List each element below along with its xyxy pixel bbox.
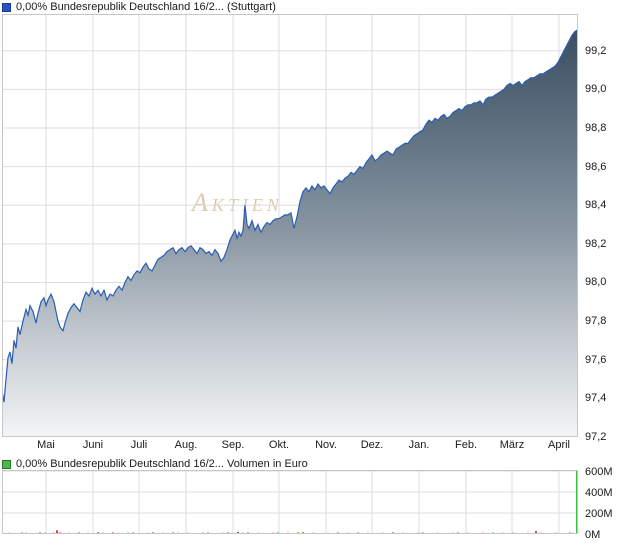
price-y-tick-label: 98,4 bbox=[585, 199, 607, 212]
volume-series-marker-icon bbox=[2, 459, 11, 469]
price-x-tick-label: März bbox=[499, 439, 525, 451]
volume-legend-label: 0,00% Bundesrepublik Deutschland 16/2...… bbox=[16, 458, 308, 470]
price-x-tick-label: Sep. bbox=[221, 439, 245, 451]
volume-y-tick-label: 400M bbox=[585, 487, 613, 500]
price-y-tick-label: 97,6 bbox=[585, 353, 607, 366]
price-x-tick-label: Dez. bbox=[360, 439, 384, 451]
price-y-tick-label: 98,8 bbox=[585, 121, 607, 134]
price-y-tick-label: 97,8 bbox=[585, 315, 607, 328]
price-x-tick-label: April bbox=[547, 439, 571, 451]
price-legend: 0,00% Bundesrepublik Deutschland 16/2...… bbox=[2, 1, 276, 13]
price-y-tick-label: 98,0 bbox=[585, 276, 607, 289]
price-x-tick-label: Mai bbox=[37, 439, 55, 451]
volume-plot bbox=[2, 470, 578, 534]
price-legend-label: 0,00% Bundesrepublik Deutschland 16/2...… bbox=[16, 1, 276, 13]
volume-legend: 0,00% Bundesrepublik Deutschland 16/2...… bbox=[2, 458, 308, 470]
price-y-tick-label: 99,2 bbox=[585, 44, 607, 57]
volume-chart-svg bbox=[2, 470, 578, 534]
volume-y-tick-label: 600M bbox=[585, 466, 613, 479]
price-y-tick-label: 99,0 bbox=[585, 83, 607, 96]
price-x-tick-label: Nov. bbox=[315, 439, 337, 451]
volume-y-tick-label: 200M bbox=[585, 508, 613, 521]
price-y-tick-label: 97,2 bbox=[585, 431, 607, 443]
price-chart-svg bbox=[2, 14, 578, 437]
watermark: Aktien bbox=[192, 188, 283, 217]
price-x-tick-label: Jan. bbox=[408, 439, 430, 451]
price-x-tick-label: Okt. bbox=[268, 439, 290, 451]
price-x-tick-label: Feb. bbox=[454, 439, 478, 451]
volume-y-tick-label: 0M bbox=[585, 529, 601, 541]
price-y-tick-label: 98,6 bbox=[585, 160, 607, 173]
price-y-tick-label: 98,2 bbox=[585, 237, 607, 250]
price-series-marker-icon bbox=[2, 2, 11, 12]
price-x-tick-label: Juni bbox=[82, 439, 104, 451]
price-plot: Aktien bbox=[2, 14, 578, 437]
price-x-tick-label: Juli bbox=[130, 439, 148, 451]
price-y-tick-label: 97,4 bbox=[585, 392, 607, 405]
price-x-axis: Mai Juni Juli Aug. Sep. Okt. Nov. Dez. Jan. Feb. M… bbox=[0, 439, 620, 453]
price-x-tick-label: Aug. bbox=[174, 439, 198, 451]
